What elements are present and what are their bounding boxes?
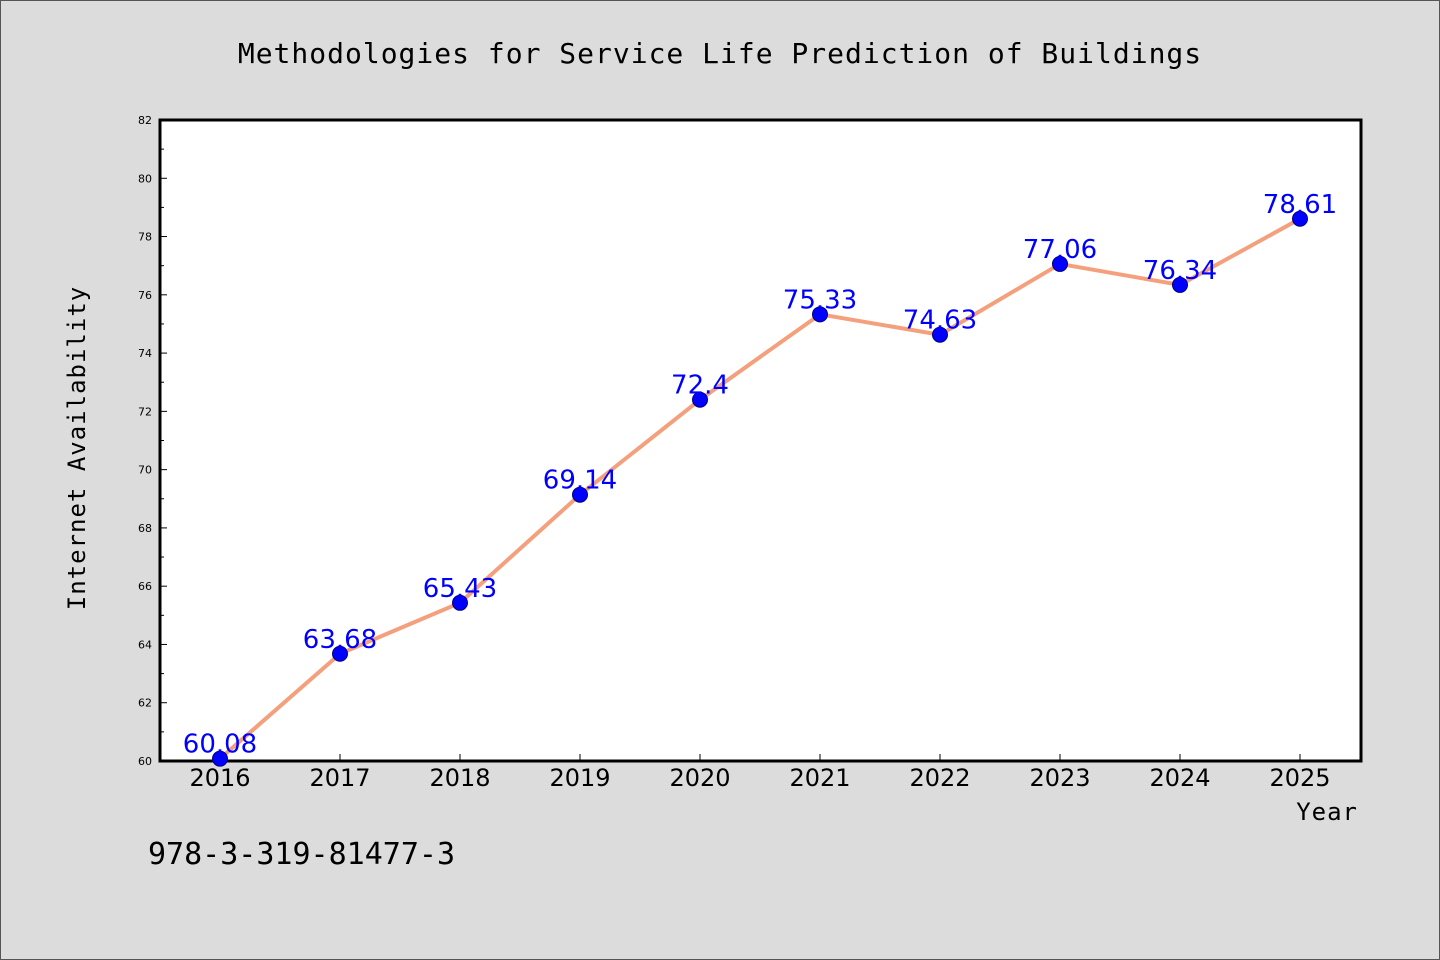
x-axis: 2016 2017 2018 2019 2020 2021 2022 2023 2024 2025 xyxy=(189,754,1331,792)
data-label: 72.4 xyxy=(671,371,729,401)
y-tick-label: 64 xyxy=(138,638,152,651)
data-point xyxy=(452,594,468,611)
data-label: 60.08 xyxy=(183,730,257,760)
data-label: 77.06 xyxy=(1023,235,1097,265)
y-tick-label: 70 xyxy=(138,464,152,477)
data-point xyxy=(332,645,348,662)
x-tick-label: 2022 xyxy=(909,764,970,792)
x-axis-label: Year xyxy=(1296,798,1358,826)
y-tick-label: 68 xyxy=(138,522,152,535)
x-tick-label: 2023 xyxy=(1029,764,1090,792)
data-point xyxy=(1052,255,1068,272)
data-label: 76.34 xyxy=(1143,256,1217,286)
y-tick-label: 76 xyxy=(138,289,152,302)
x-tick-label: 2020 xyxy=(669,764,730,792)
plot-area xyxy=(158,118,1363,763)
x-tick-label: 2024 xyxy=(1149,764,1210,792)
y-tick-label: 74 xyxy=(138,347,152,360)
data-label: 69.14 xyxy=(543,466,617,496)
x-tick-label: 2025 xyxy=(1269,764,1330,792)
data-label: 75.33 xyxy=(783,285,857,315)
x-tick-label: 2018 xyxy=(429,764,490,792)
x-tick-label: 2017 xyxy=(309,764,370,792)
x-tick-label: 2019 xyxy=(549,764,610,792)
data-point xyxy=(1292,210,1308,227)
footnote-isbn: 978-3-319-81477-3 xyxy=(148,837,455,872)
y-tick-label: 62 xyxy=(138,697,152,710)
x-tick-label: 2016 xyxy=(189,764,250,792)
y-tick-label: 60 xyxy=(138,755,152,768)
data-label: 78.61 xyxy=(1263,190,1337,220)
y-axis-label: Internet Availability xyxy=(63,286,91,610)
y-tick-label: 72 xyxy=(138,405,152,418)
data-label: 74.63 xyxy=(903,306,977,336)
series-group: 60.08 63.68 65.43 69.14 72.4 75.33 74.63 77.06 7… xyxy=(183,190,1337,767)
y-axis: 60 62 64 66 68 70 72 74 76 78 80 82 xyxy=(138,114,167,768)
data-label: 65.43 xyxy=(423,574,497,604)
data-point xyxy=(692,391,708,408)
y-tick-label: 78 xyxy=(138,231,152,244)
data-point xyxy=(212,750,228,767)
series-line xyxy=(218,216,1302,761)
y-tick-label: 82 xyxy=(138,114,152,127)
data-point xyxy=(1172,276,1188,293)
x-tick-label: 2021 xyxy=(789,764,850,792)
y-tick-label: 80 xyxy=(138,172,152,185)
chart-title: Methodologies for Service Life Predictio… xyxy=(238,37,1202,70)
data-point xyxy=(572,486,588,503)
data-label: 63.68 xyxy=(303,625,377,655)
data-point xyxy=(932,326,948,343)
data-point xyxy=(812,306,828,323)
y-tick-label: 66 xyxy=(138,580,152,593)
